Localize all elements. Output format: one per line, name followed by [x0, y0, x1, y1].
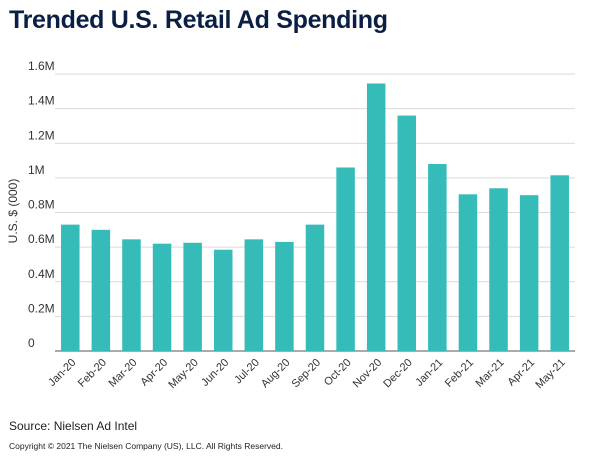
bar: [366, 83, 386, 351]
y-tick-label: 0.8M: [28, 198, 55, 212]
x-tick-label: Sep-20: [290, 357, 324, 391]
bar: [489, 188, 508, 351]
y-axis-label: U.S. $ (000): [6, 179, 20, 244]
bar: [152, 243, 172, 351]
y-tick-label: 0.2M: [28, 301, 55, 315]
x-tick-label: Jul-20: [232, 357, 262, 387]
x-tick-label: Feb-20: [76, 357, 109, 390]
y-tick-label: 0.4M: [28, 267, 55, 281]
x-tick-label: Jun-20: [199, 357, 231, 389]
bar: [244, 239, 264, 351]
x-tick-label: Nov-20: [351, 357, 385, 391]
bar: [519, 195, 539, 351]
bar: [61, 224, 80, 351]
x-tick-label: Apr-20: [138, 357, 170, 389]
y-tick-label: 1M: [28, 163, 45, 177]
x-tick-label: Mar-21: [474, 357, 507, 390]
bar: [213, 249, 233, 351]
x-tick-label: Dec-20: [381, 357, 415, 391]
bar: [397, 115, 417, 351]
bar: [428, 164, 447, 351]
x-tick-label: Jan-20: [46, 357, 78, 389]
bar: [458, 194, 478, 351]
bar: [275, 241, 294, 351]
bar: [550, 175, 569, 351]
chart-title: Trended U.S. Retail Ad Spending: [9, 6, 388, 34]
bar: [122, 239, 141, 351]
y-tick-label: 0.6M: [28, 232, 55, 246]
bar: [305, 224, 325, 351]
x-tick-label: Mar-20: [106, 357, 139, 390]
source-note: Source: Nielsen Ad Intel: [9, 419, 138, 433]
bar: [183, 242, 202, 351]
bar: [91, 229, 111, 351]
y-tick-label: 0: [28, 336, 35, 350]
x-tick-label: Jan-21: [413, 357, 445, 389]
x-tick-label: Oct-20: [322, 357, 354, 389]
y-tick-label: 1.2M: [28, 128, 55, 142]
x-tick-label: Aug-20: [259, 357, 293, 391]
y-axis-tick-labels: 0 0.2M 0.4M 0.6M 0.8M 1M 1.2M 1.4M 1.6M: [28, 59, 55, 350]
x-tick-label: May-21: [533, 357, 567, 391]
y-tick-label: 1.4M: [28, 94, 55, 108]
copyright-note: Copyright © 2021 The Nielsen Company (US…: [9, 441, 283, 451]
x-tick-label: Apr-21: [505, 357, 537, 389]
bar: [336, 167, 355, 351]
y-tick-label: 1.6M: [28, 59, 55, 73]
x-tick-label: May-20: [166, 357, 200, 391]
x-tick-label: Feb-21: [443, 357, 476, 390]
bars: [61, 83, 569, 351]
